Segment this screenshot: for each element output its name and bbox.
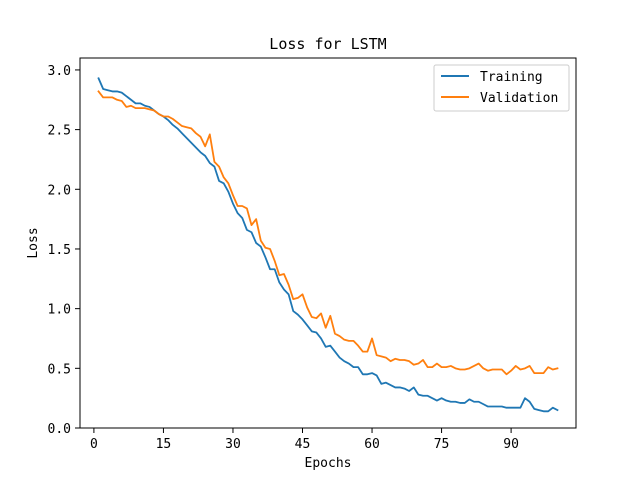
y-tick-label: 0.0 (48, 422, 71, 437)
x-tick-label: 75 (434, 437, 450, 452)
y-tick-label: 3.0 (48, 64, 71, 79)
plot-area (97, 77, 559, 413)
x-tick-label: 30 (225, 437, 241, 452)
legend: Training Validation (433, 64, 570, 112)
chart-title: Loss for LSTM (269, 35, 386, 53)
x-tick-label: 0 (90, 437, 98, 452)
x-tick-label: 45 (295, 437, 311, 452)
x-axis-label: Epochs (305, 456, 352, 471)
x-tick-label: 60 (364, 437, 380, 452)
plot-frame (79, 57, 577, 429)
axes: 0 15 30 45 60 75 90 0.0 0.5 1.0 1.5 2.0 2.5 3.0 (48, 64, 519, 452)
y-tick-label: 2.0 (48, 183, 71, 198)
y-tick-label: 1.0 (48, 303, 71, 318)
y-tick-label: 0.5 (48, 362, 71, 377)
legend-validation-label: Validation (480, 91, 558, 106)
y-axis-label: Loss (26, 227, 41, 258)
series-training-line (97, 77, 559, 413)
y-tick-label: 1.5 (48, 243, 71, 258)
x-tick-label: 90 (503, 437, 519, 452)
x-tick-label: 15 (156, 437, 172, 452)
y-tick-label: 2.5 (48, 124, 71, 139)
series-validation-line (97, 90, 559, 376)
legend-training-label: Training (480, 70, 543, 85)
